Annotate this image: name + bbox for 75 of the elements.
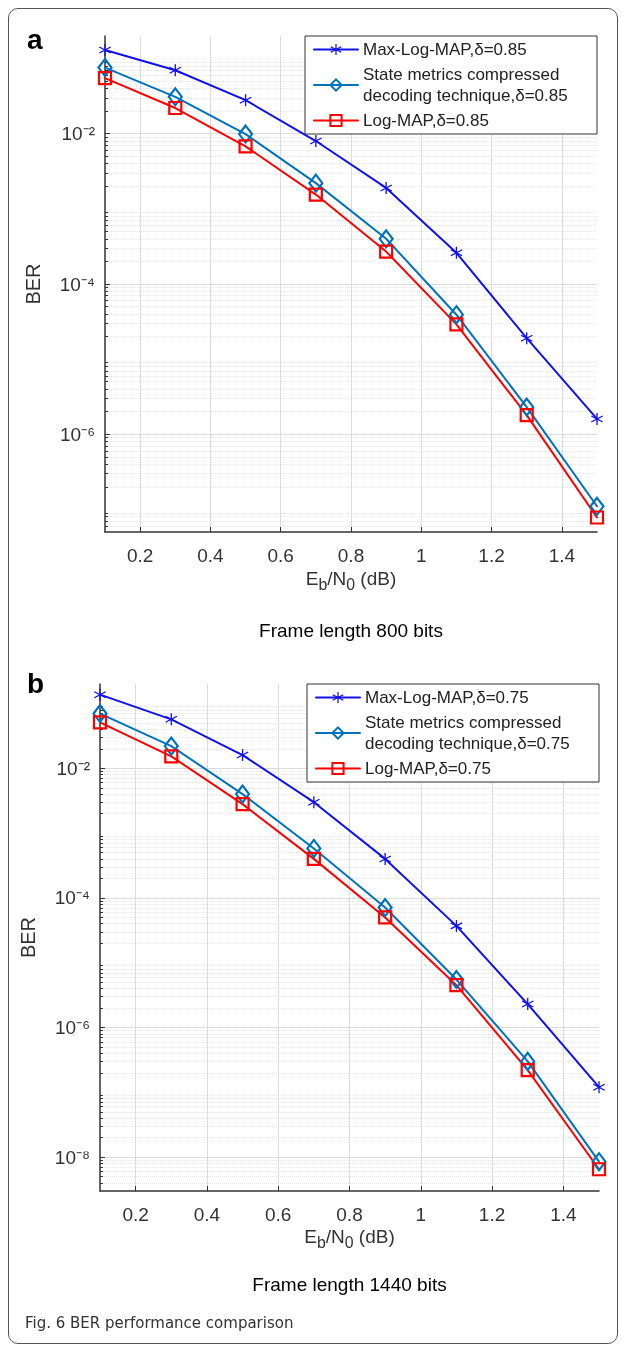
point — [380, 181, 393, 194]
point — [591, 412, 603, 425]
y-tick-label: 10⁻⁴ — [54, 887, 90, 909]
point — [234, 784, 251, 804]
x-tick-label: 1.2 — [478, 1204, 506, 1225]
point — [99, 44, 111, 57]
y-tick-label: 10⁻⁸ — [54, 1146, 90, 1168]
point — [589, 496, 605, 516]
point — [237, 124, 254, 144]
point — [378, 229, 394, 249]
point — [306, 851, 321, 866]
chart-title: a — [27, 23, 43, 55]
text: Frame length 1440 bits — [252, 1274, 447, 1296]
x-tick-label: 1.2 — [478, 545, 505, 566]
x-tick-label: 0.2 — [122, 1204, 149, 1225]
point — [235, 797, 250, 812]
point — [448, 305, 465, 325]
point — [92, 703, 108, 724]
point — [593, 1081, 605, 1094]
x-tick-label: 0.6 — [265, 1204, 292, 1225]
legend-label: Log-MAP,δ=0.85 — [363, 111, 489, 130]
point — [168, 100, 183, 116]
legend-label: Log-MAP,δ=0.75 — [365, 759, 491, 778]
point — [377, 897, 393, 918]
point — [238, 139, 253, 154]
chart-title: b — [27, 667, 45, 699]
y-axis-title: BER — [22, 263, 44, 305]
point — [306, 838, 322, 859]
legend-label: Max-Log-MAP,δ=0.85 — [363, 40, 527, 59]
x-tick-label: 0.8 — [336, 1204, 363, 1225]
point — [309, 135, 322, 148]
y-axis-title: BER — [17, 916, 39, 959]
point — [163, 736, 179, 756]
point — [92, 715, 108, 730]
x-tick-label: 1 — [415, 1204, 427, 1225]
point — [167, 87, 183, 107]
point — [519, 397, 535, 417]
y-tick-label: 10⁻⁶ — [60, 423, 95, 445]
point — [307, 796, 320, 809]
y-tick-label: 10⁻⁶ — [55, 1017, 90, 1039]
caption: Fig. 6 BER performance comparison — [25, 1314, 294, 1332]
point — [520, 1051, 536, 1071]
x-tick-label: 0.2 — [126, 545, 154, 566]
legend-label: State metrics compressed decoding technique,δ=0.85 — [363, 65, 568, 105]
point — [94, 688, 106, 701]
point — [97, 71, 113, 86]
x-axis-title: E$_{b}$/N$_{0}$ (dB) — [305, 568, 397, 594]
point — [449, 317, 464, 332]
point — [448, 969, 465, 990]
text: Frame length 800 bits — [259, 620, 443, 642]
point — [589, 510, 605, 525]
x-tick-label: 0.6 — [267, 545, 294, 566]
point — [591, 1152, 607, 1172]
y-tick-label: 10⁻² — [61, 123, 95, 145]
point — [520, 1063, 535, 1078]
point — [519, 407, 534, 423]
text: b — [316, 1233, 326, 1251]
point — [591, 1162, 607, 1177]
point — [378, 910, 393, 925]
x-tick-label: 0.8 — [337, 545, 365, 566]
x-tick-label: 1 — [416, 545, 427, 566]
point — [97, 57, 113, 78]
x-tick-label: 0.4 — [197, 545, 225, 566]
point — [164, 749, 179, 764]
x-tick-label: 1.4 — [548, 545, 576, 566]
y-tick-label: 10⁻⁴ — [59, 273, 95, 295]
legend-label: Max-Log-MAP,δ=0.75 — [365, 688, 529, 707]
point — [308, 187, 323, 202]
y-tick-label: 10⁻² — [56, 757, 90, 779]
point — [379, 244, 394, 259]
point — [379, 852, 392, 865]
x-tick-label: 0.4 — [193, 1204, 221, 1225]
legend-label: State metrics compressed decoding technique,δ=0.75 — [365, 713, 570, 753]
x-tick-label: 1.4 — [550, 1204, 577, 1225]
point — [308, 173, 324, 193]
